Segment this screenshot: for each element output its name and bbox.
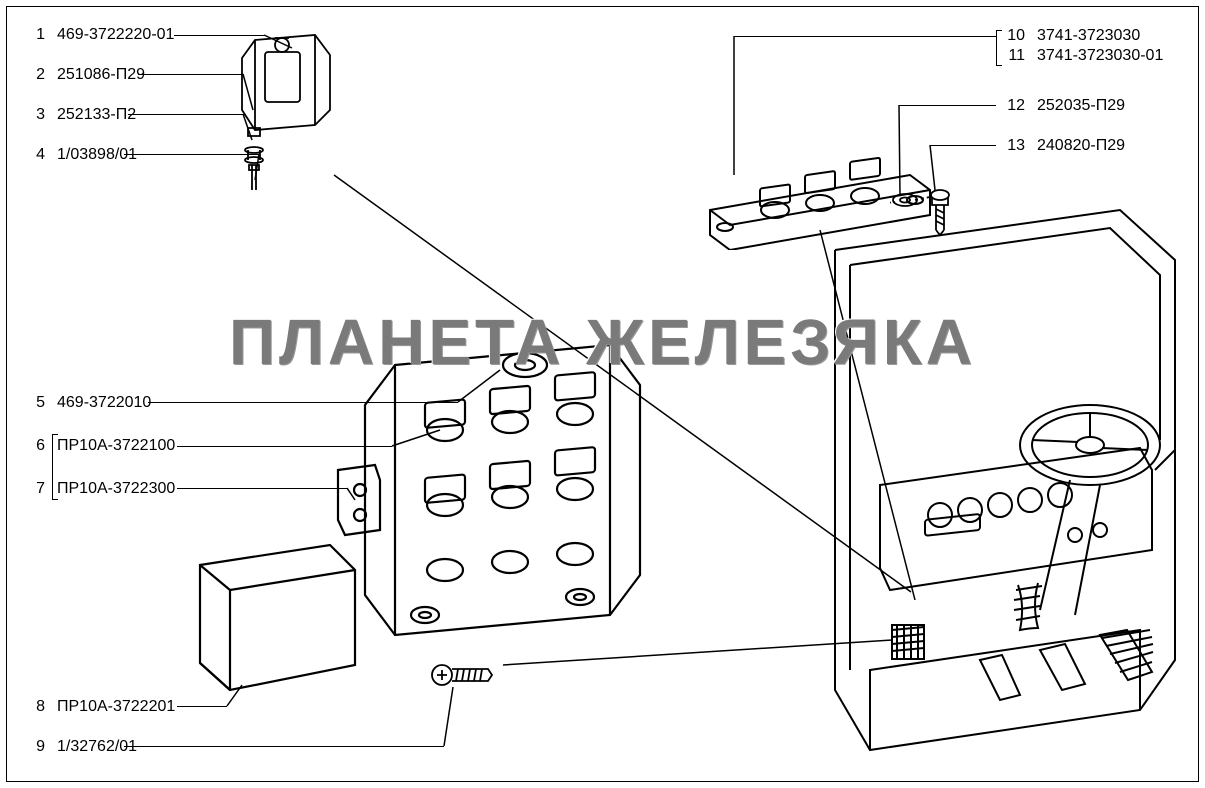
label-num: 5: [30, 394, 45, 412]
label-row-11: 11 3741-3723030-01: [1005, 47, 1163, 65]
label-part: 3741-3723030-01: [1037, 47, 1163, 65]
leader-2: [138, 74, 243, 75]
label-num: 11: [1005, 47, 1025, 65]
label-part: 1/32762/01: [57, 738, 137, 756]
label-part: 240820-П29: [1037, 137, 1125, 155]
label-num: 8: [30, 698, 45, 716]
bracket-10-11: [996, 30, 1002, 66]
label-part: ПР10А-3722300: [57, 480, 175, 498]
label-row-13: 13 240820-П29: [1005, 137, 1125, 155]
label-num: 13: [1005, 137, 1025, 155]
label-num: 10: [1005, 27, 1025, 45]
leader-13: [930, 145, 996, 146]
illus-cover: [185, 535, 365, 705]
label-part: 252133-П2: [57, 106, 136, 124]
label-num: 3: [30, 106, 45, 124]
label-row-8: 8 ПР10А-3722201: [30, 698, 175, 716]
leader-8: [177, 706, 227, 707]
label-row-9: 9 1/32762/01: [30, 738, 137, 756]
illus-screw: [430, 660, 495, 690]
label-part: 469-3722220-01: [57, 26, 174, 44]
leader-12: [899, 105, 996, 106]
label-num: 6: [30, 437, 45, 455]
label-row-3: 3 252133-П2: [30, 106, 136, 124]
label-part: 1/03898/01: [57, 146, 137, 164]
label-row-2: 2 251086-П29: [30, 66, 145, 84]
label-row-1: 1 469-3722220-01: [30, 26, 174, 44]
label-part: 251086-П29: [57, 66, 145, 84]
label-part: ПР10А-3722100: [57, 437, 175, 455]
label-row-4: 4 1/03898/01: [30, 146, 137, 164]
label-num: 2: [30, 66, 45, 84]
leader-9: [124, 746, 444, 747]
label-part: 252035-П29: [1037, 97, 1125, 115]
label-row-10: 10 3741-3723030: [1005, 27, 1140, 45]
label-row-5: 5 469-3722010: [30, 394, 151, 412]
label-num: 1: [30, 26, 45, 44]
leader-10-11: [734, 36, 996, 37]
illus-thermal-breaker: [230, 30, 350, 195]
label-num: 9: [30, 738, 45, 756]
label-part: 3741-3723030: [1037, 27, 1140, 45]
label-num: 4: [30, 146, 45, 164]
leader-3: [128, 114, 243, 115]
illus-vehicle-cabin: [780, 190, 1180, 770]
bracket-6-7: [52, 434, 58, 500]
label-part: 469-3722010: [57, 394, 151, 412]
label-num: 7: [30, 480, 45, 498]
label-part: ПР10А-3722201: [57, 698, 175, 716]
label-num: 12: [1005, 97, 1025, 115]
label-row-12: 12 252035-П29: [1005, 97, 1125, 115]
